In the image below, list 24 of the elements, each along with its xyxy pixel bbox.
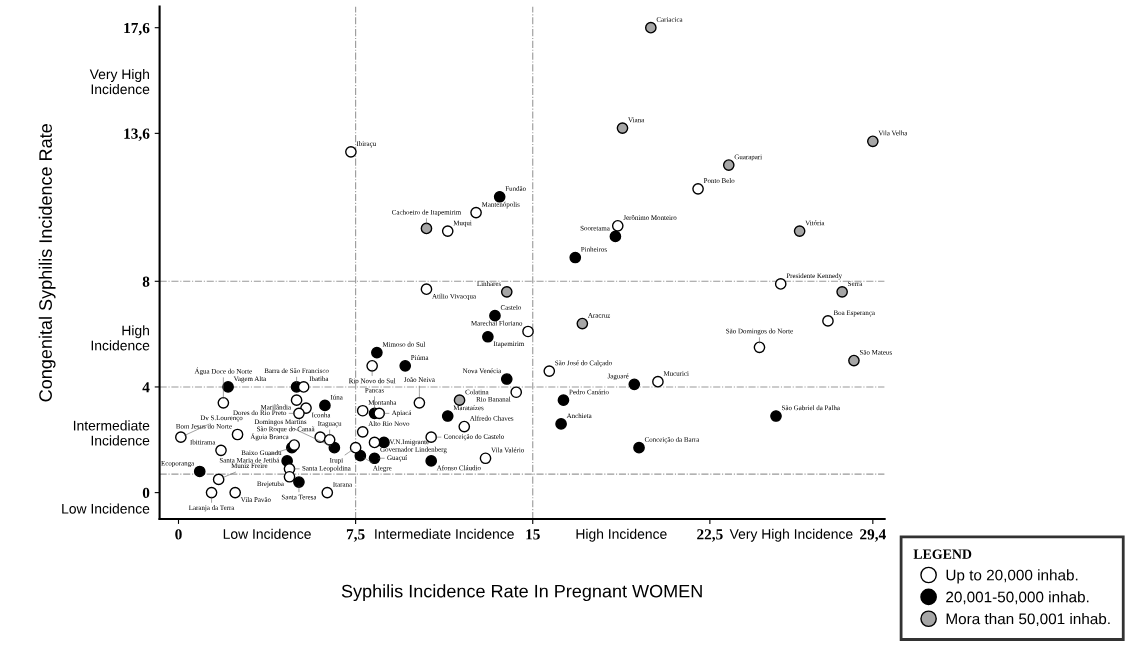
legend-label: 20,001-50,000 inhab. bbox=[946, 591, 1089, 605]
x-tick-label: 7,5 bbox=[346, 529, 365, 542]
y-tick-label: High Incidence bbox=[91, 325, 150, 351]
x-tick-label: Low Incidence bbox=[223, 528, 311, 539]
y-tick-label: 8 bbox=[142, 276, 150, 287]
x-tick-label: Intermediate Incidence bbox=[375, 528, 514, 539]
y-tick-label: Intermediate Incidence bbox=[73, 420, 150, 446]
y-tick-label: 13,6 bbox=[124, 128, 150, 142]
y-tick-label: 17,6 bbox=[124, 22, 150, 36]
y-tick-label: 4 bbox=[142, 382, 150, 393]
legend-title: LEGEND bbox=[913, 549, 972, 559]
x-tick-label: 22,5 bbox=[697, 529, 723, 542]
y-tick-label: Low Incidence bbox=[62, 503, 150, 514]
x-axis-title: Syphilis Incidence Rate In Pregnant WOMEN bbox=[341, 584, 702, 602]
x-tick-label: 15 bbox=[526, 529, 540, 540]
legend-label: Mora than 50,001 inhab. bbox=[946, 613, 1110, 627]
y-axis-title: Congenital Syphilis Incidence Rate bbox=[38, 124, 56, 402]
y-tick-label: Very High Incidence bbox=[89, 69, 150, 95]
x-tick-label: Very High Incidence bbox=[729, 528, 853, 542]
y-tick-label: 0 bbox=[142, 487, 150, 499]
legend-label: Up to 20,000 inhab. bbox=[946, 569, 1078, 584]
x-tick-label: 29,4 bbox=[860, 529, 886, 542]
x-tick-label: 0 bbox=[175, 529, 182, 540]
x-tick-label: High Incidence bbox=[576, 528, 667, 542]
